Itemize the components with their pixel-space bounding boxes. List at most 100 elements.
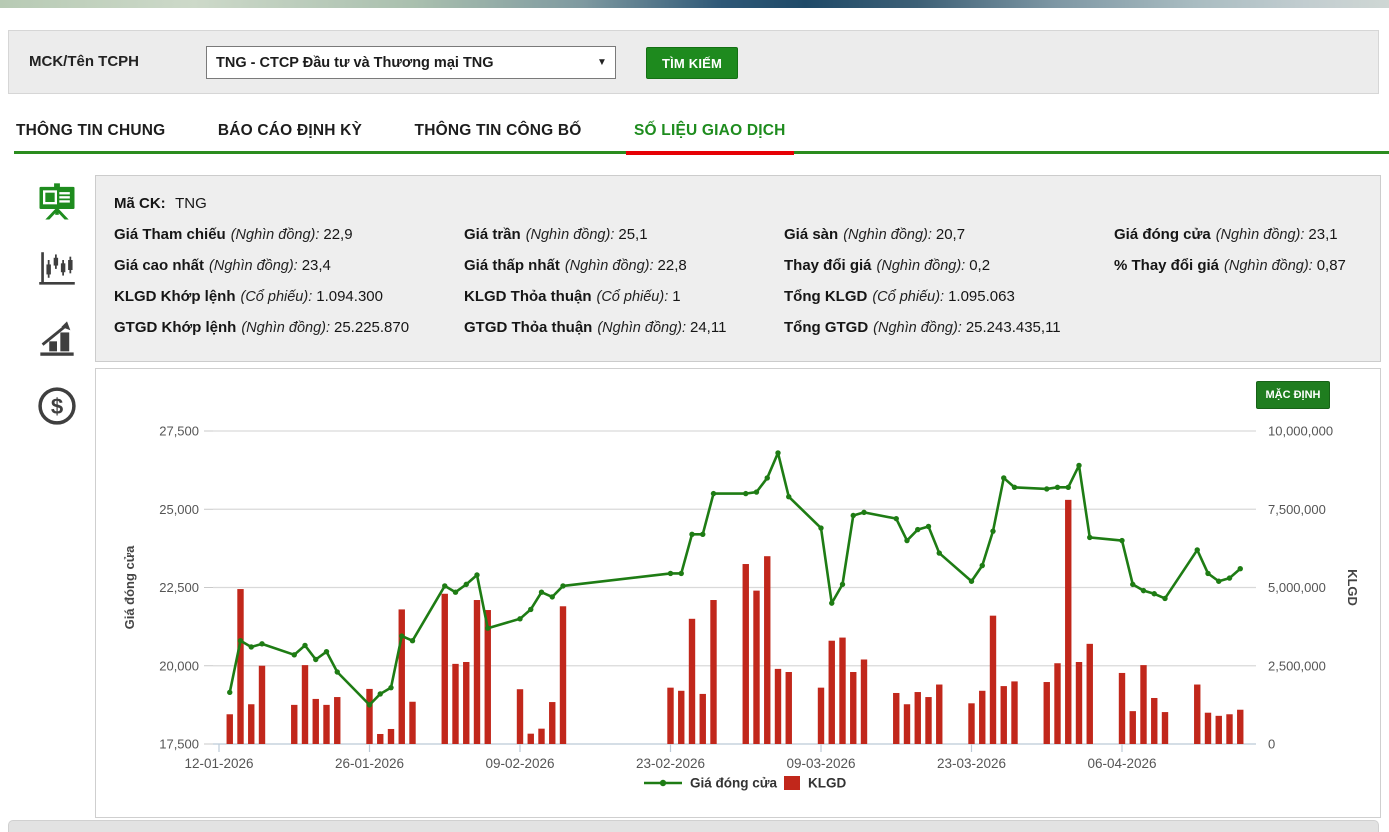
volume-bar (1161, 712, 1169, 744)
volume-bar (538, 728, 545, 744)
tab-thong-tin-chung[interactable]: THÔNG TIN CHUNG (16, 122, 166, 139)
price-point (839, 581, 846, 588)
volume-bar (366, 688, 373, 744)
x-axis-label: 26-01-2026 (335, 756, 404, 771)
x-axis-label: 09-03-2026 (786, 756, 855, 771)
price-point (248, 644, 254, 650)
volume-bar (764, 556, 771, 744)
volume-bar (742, 564, 749, 744)
volume-bar (850, 672, 857, 744)
field-unit: (Nghìn đồng): (873, 320, 962, 336)
stock-info-field: KLGD Khớp lệnh (Cổ phiếu): 1.094.300 (114, 281, 464, 313)
candlestick-chart-icon[interactable] (35, 248, 79, 292)
header-gradient-strip (0, 0, 1389, 8)
left-axis-title: Giá đóng cửa (122, 545, 137, 630)
volume-bar (1118, 672, 1126, 744)
field-value: 23,1 (1308, 226, 1338, 243)
tab-so-lieu-giao-dich[interactable]: SỐ LIỆU GIAO DỊCH (626, 118, 794, 155)
price-point (1119, 537, 1125, 544)
volume-bar (1086, 643, 1093, 744)
volume-bar (226, 714, 233, 744)
volume-bar (527, 733, 534, 744)
volume-bar (323, 704, 330, 744)
price-point (775, 450, 781, 456)
issuer-select[interactable]: TNG - CTCP Đầu tư và Thương mại TNG ▼ (206, 46, 616, 79)
volume-bar (1000, 686, 1007, 744)
price-point (689, 531, 695, 537)
volume-bar (979, 690, 986, 744)
price-point (442, 583, 448, 589)
volume-bar (237, 589, 244, 744)
search-button[interactable]: TÌM KIẾM (646, 47, 738, 79)
stock-info-row: GTGD Khớp lệnh (Nghìn đồng): 25.225.870 GTG… (114, 312, 1380, 343)
field-value: 22,8 (657, 257, 687, 274)
price-point (667, 570, 674, 577)
tab-thong-tin-cong-bo[interactable]: THÔNG TIN CÔNG BỐ (414, 122, 582, 139)
price-point (1076, 462, 1082, 469)
price-point (1194, 547, 1200, 553)
stock-info-field: GTGD Thỏa thuận (Nghìn đồng): 24,11 (464, 312, 784, 344)
field-value: 20,7 (935, 226, 966, 243)
field-value: 23,4 (301, 257, 331, 274)
presentation-board-icon[interactable] (35, 180, 79, 224)
field-label: Giá thấp nhất (464, 257, 560, 274)
volume-bar (774, 668, 782, 744)
legend-item-price[interactable]: Giá đóng cửa (644, 776, 778, 791)
field-value: 0,87 (1316, 257, 1346, 274)
price-point (904, 537, 910, 544)
stock-info-field: Thay đổi giá (Nghìn đồng): 0,2 (784, 250, 1114, 282)
volume-bar (473, 600, 481, 744)
y-axis-label-right: 5,000,000 (1268, 580, 1326, 595)
stock-info-panel: Mã CK: TNG Giá Tham chiếu (Nghìn đồng): 22… (95, 175, 1381, 362)
stock-code-label: Mã CK: (114, 195, 166, 212)
field-label: % Thay đổi giá (1114, 257, 1220, 274)
volume-bar (968, 703, 975, 744)
bar-chart-growth-icon[interactable] (35, 316, 79, 360)
stock-info-field: % Thay đổi giá (Nghìn đồng): 0,87 (1114, 250, 1380, 282)
price-point (474, 572, 480, 578)
price-point (517, 616, 523, 622)
field-value: 24,11 (690, 319, 727, 336)
volume-bar (989, 615, 997, 744)
volume-bar (710, 600, 717, 744)
volume-bar (667, 687, 674, 744)
stock-info-field: Tổng KLGD (Cổ phiếu): 1.095.063 (784, 281, 1114, 313)
volume-bar (1054, 663, 1061, 744)
volume-bar (1140, 665, 1147, 744)
price-point (764, 475, 770, 481)
field-label: Tổng GTGD (784, 319, 869, 336)
stock-info-row: Giá cao nhất (Nghìn đồng): 23,4 Giá thấp nh… (114, 250, 1380, 281)
price-point (710, 490, 717, 497)
default-view-button[interactable]: MẶC ĐỊNH (1256, 381, 1330, 409)
stock-info-row: KLGD Khớp lệnh (Cổ phiếu): 1.094.300 KLGD T… (114, 281, 1380, 312)
field-label: Giá đóng cửa (1114, 226, 1211, 243)
y-axis-label-left: 27,500 (159, 424, 199, 439)
volume-bar (452, 663, 459, 744)
sidebar: $ (22, 180, 92, 452)
price-point (452, 589, 459, 595)
price-point (313, 656, 319, 663)
price-point (538, 589, 545, 595)
price-point (409, 638, 416, 644)
price-point (1151, 591, 1157, 597)
volume-bar (1011, 681, 1018, 744)
tab-bao-cao-dinh-ky[interactable]: BÁO CÁO ĐỊNH KỲ (217, 122, 363, 139)
volume-bar (688, 618, 696, 744)
legend-item-volume[interactable]: KLGD (784, 776, 846, 791)
volume-bar (678, 690, 685, 744)
volume-bar (893, 692, 900, 744)
dollar-coin-icon[interactable]: $ (35, 384, 79, 428)
volume-bar (1075, 661, 1083, 744)
field-value: 1.094.300 (316, 288, 383, 305)
field-label: Giá trần (464, 226, 521, 243)
y-axis-label-left: 17,500 (159, 737, 199, 752)
price-point (399, 633, 405, 639)
price-point (1001, 475, 1007, 481)
field-unit: (Cổ phiếu): (596, 289, 669, 305)
volume-bar (699, 693, 706, 744)
volume-bar (1043, 682, 1050, 744)
stock-info-field: Giá sàn (Nghìn đồng): 20,7 (784, 219, 1114, 251)
legend-box-marker (784, 776, 800, 790)
search-bar: MCK/Tên TCPH TNG - CTCP Đầu tư và Thương… (8, 30, 1379, 94)
field-unit: (Nghìn đồng): (876, 258, 966, 274)
